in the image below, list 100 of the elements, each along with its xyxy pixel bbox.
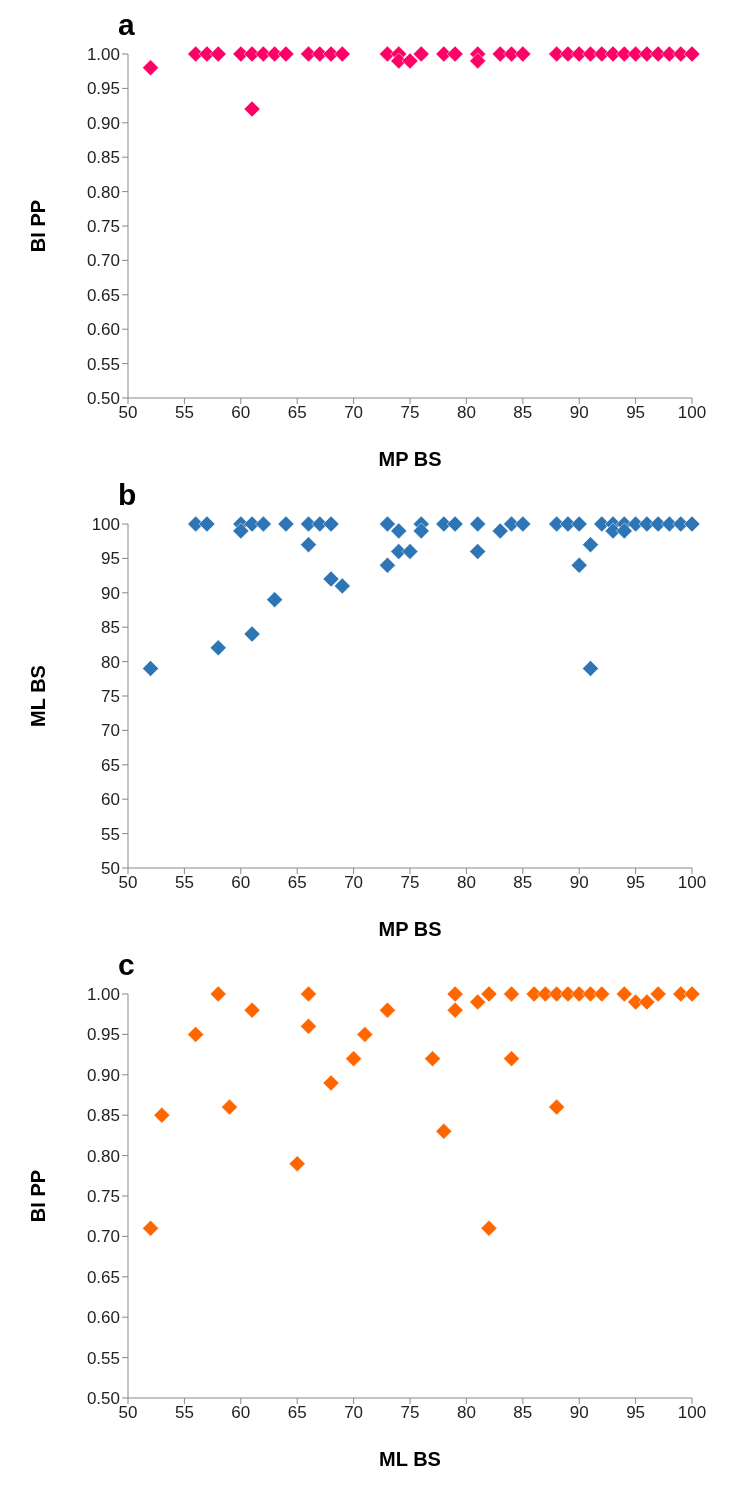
point: [322, 570, 340, 588]
point: [469, 543, 486, 560]
point: [514, 515, 532, 533]
point: [480, 985, 498, 1003]
point: [480, 1220, 498, 1237]
point: [593, 985, 611, 1003]
x-tick-label: 60: [231, 403, 251, 423]
y-axis-title: BI PP: [27, 199, 50, 253]
point: [209, 45, 227, 63]
y-tick-label: 85: [101, 618, 120, 638]
point: [401, 543, 419, 560]
point: [413, 45, 430, 63]
point: [683, 45, 701, 63]
y-tick-label: 75: [101, 687, 120, 707]
x-tick-label: 100: [677, 873, 707, 893]
y-tick-label: 0.90: [86, 1065, 120, 1085]
y-tick-label: 0.70: [86, 1227, 120, 1247]
point: [424, 1050, 441, 1067]
point: [187, 515, 204, 533]
point: [221, 1098, 238, 1116]
point: [334, 577, 351, 595]
y-tick-label: 70: [101, 721, 120, 741]
point: [243, 625, 261, 643]
point: [198, 515, 216, 533]
x-tick-label: 85: [513, 403, 533, 423]
x-tick-label: 50: [118, 1403, 138, 1423]
point: [142, 660, 159, 677]
y-tick-label: 0.60: [86, 320, 120, 340]
y-tick-label: 0.75: [86, 217, 120, 237]
y-tick-label: 0.85: [86, 1106, 120, 1126]
x-tick-label: 100: [677, 403, 707, 423]
x-tick-label: 55: [174, 1403, 194, 1423]
x-axis-title: MP BS: [378, 918, 442, 940]
y-tick-label: 1.00: [86, 985, 120, 1005]
x-tick-label: 90: [569, 873, 589, 893]
x-tick-label: 70: [344, 1403, 364, 1423]
y-tick-label: 0.65: [86, 285, 120, 305]
x-tick-label: 70: [344, 873, 364, 893]
point: [300, 1018, 317, 1035]
y-tick-label: 100: [91, 515, 120, 535]
point: [266, 591, 283, 608]
x-tick-label: 85: [513, 873, 533, 893]
chart-title: c: [118, 948, 135, 982]
point: [243, 100, 261, 118]
point: [446, 515, 464, 533]
y-tick-label: 0.75: [86, 1187, 120, 1207]
y-tick-label: 90: [101, 583, 120, 603]
x-tick-label: 50: [118, 403, 138, 423]
point: [142, 59, 159, 77]
point: [469, 993, 486, 1011]
point: [582, 660, 599, 677]
point: [390, 522, 407, 540]
point: [345, 1050, 362, 1067]
x-tick-label: 75: [400, 403, 420, 423]
point: [277, 45, 295, 63]
point: [514, 45, 532, 63]
point: [672, 515, 689, 533]
x-tick-label: 80: [456, 403, 476, 423]
point: [322, 1074, 340, 1092]
x-tick-label: 90: [569, 1403, 589, 1423]
point: [379, 557, 396, 574]
y-tick-label: 0.95: [86, 1025, 120, 1045]
point: [379, 515, 396, 533]
point: [356, 1026, 374, 1043]
point: [616, 985, 633, 1003]
x-tick-label: 75: [400, 1403, 420, 1423]
point: [683, 985, 701, 1003]
y-tick-label: 55: [101, 824, 120, 844]
point: [548, 1098, 565, 1116]
point: [503, 985, 520, 1003]
y-tick-label: 95: [101, 549, 120, 569]
point: [379, 1001, 396, 1019]
point: [469, 515, 486, 533]
x-axis-title: ML BS: [379, 1448, 441, 1470]
point: [243, 1001, 261, 1019]
point: [446, 985, 464, 1003]
point: [334, 45, 351, 63]
x-tick-label: 80: [456, 1403, 476, 1423]
x-tick-label: 90: [569, 403, 589, 423]
x-tick-label: 70: [344, 403, 364, 423]
y-tick-label: 0.80: [86, 1146, 120, 1166]
y-tick-label: 0.85: [86, 148, 120, 168]
x-tick-label: 60: [231, 873, 251, 893]
y-tick-label: 60: [101, 790, 120, 810]
x-tick-label: 95: [626, 1403, 646, 1423]
point: [153, 1106, 171, 1124]
point: [255, 515, 272, 533]
point: [683, 515, 701, 533]
x-tick-label: 80: [456, 873, 476, 893]
y-tick-label: 65: [101, 755, 120, 775]
x-tick-label: 85: [513, 1403, 533, 1423]
point: [232, 522, 250, 540]
point: [142, 1220, 159, 1237]
point: [616, 522, 633, 540]
y-tick-label: 0.65: [86, 1267, 120, 1287]
y-tick-label: 50: [101, 859, 120, 879]
point: [446, 1001, 464, 1019]
point: [570, 557, 588, 574]
point: [672, 985, 689, 1003]
y-axis-title: BI PP: [27, 1169, 50, 1223]
